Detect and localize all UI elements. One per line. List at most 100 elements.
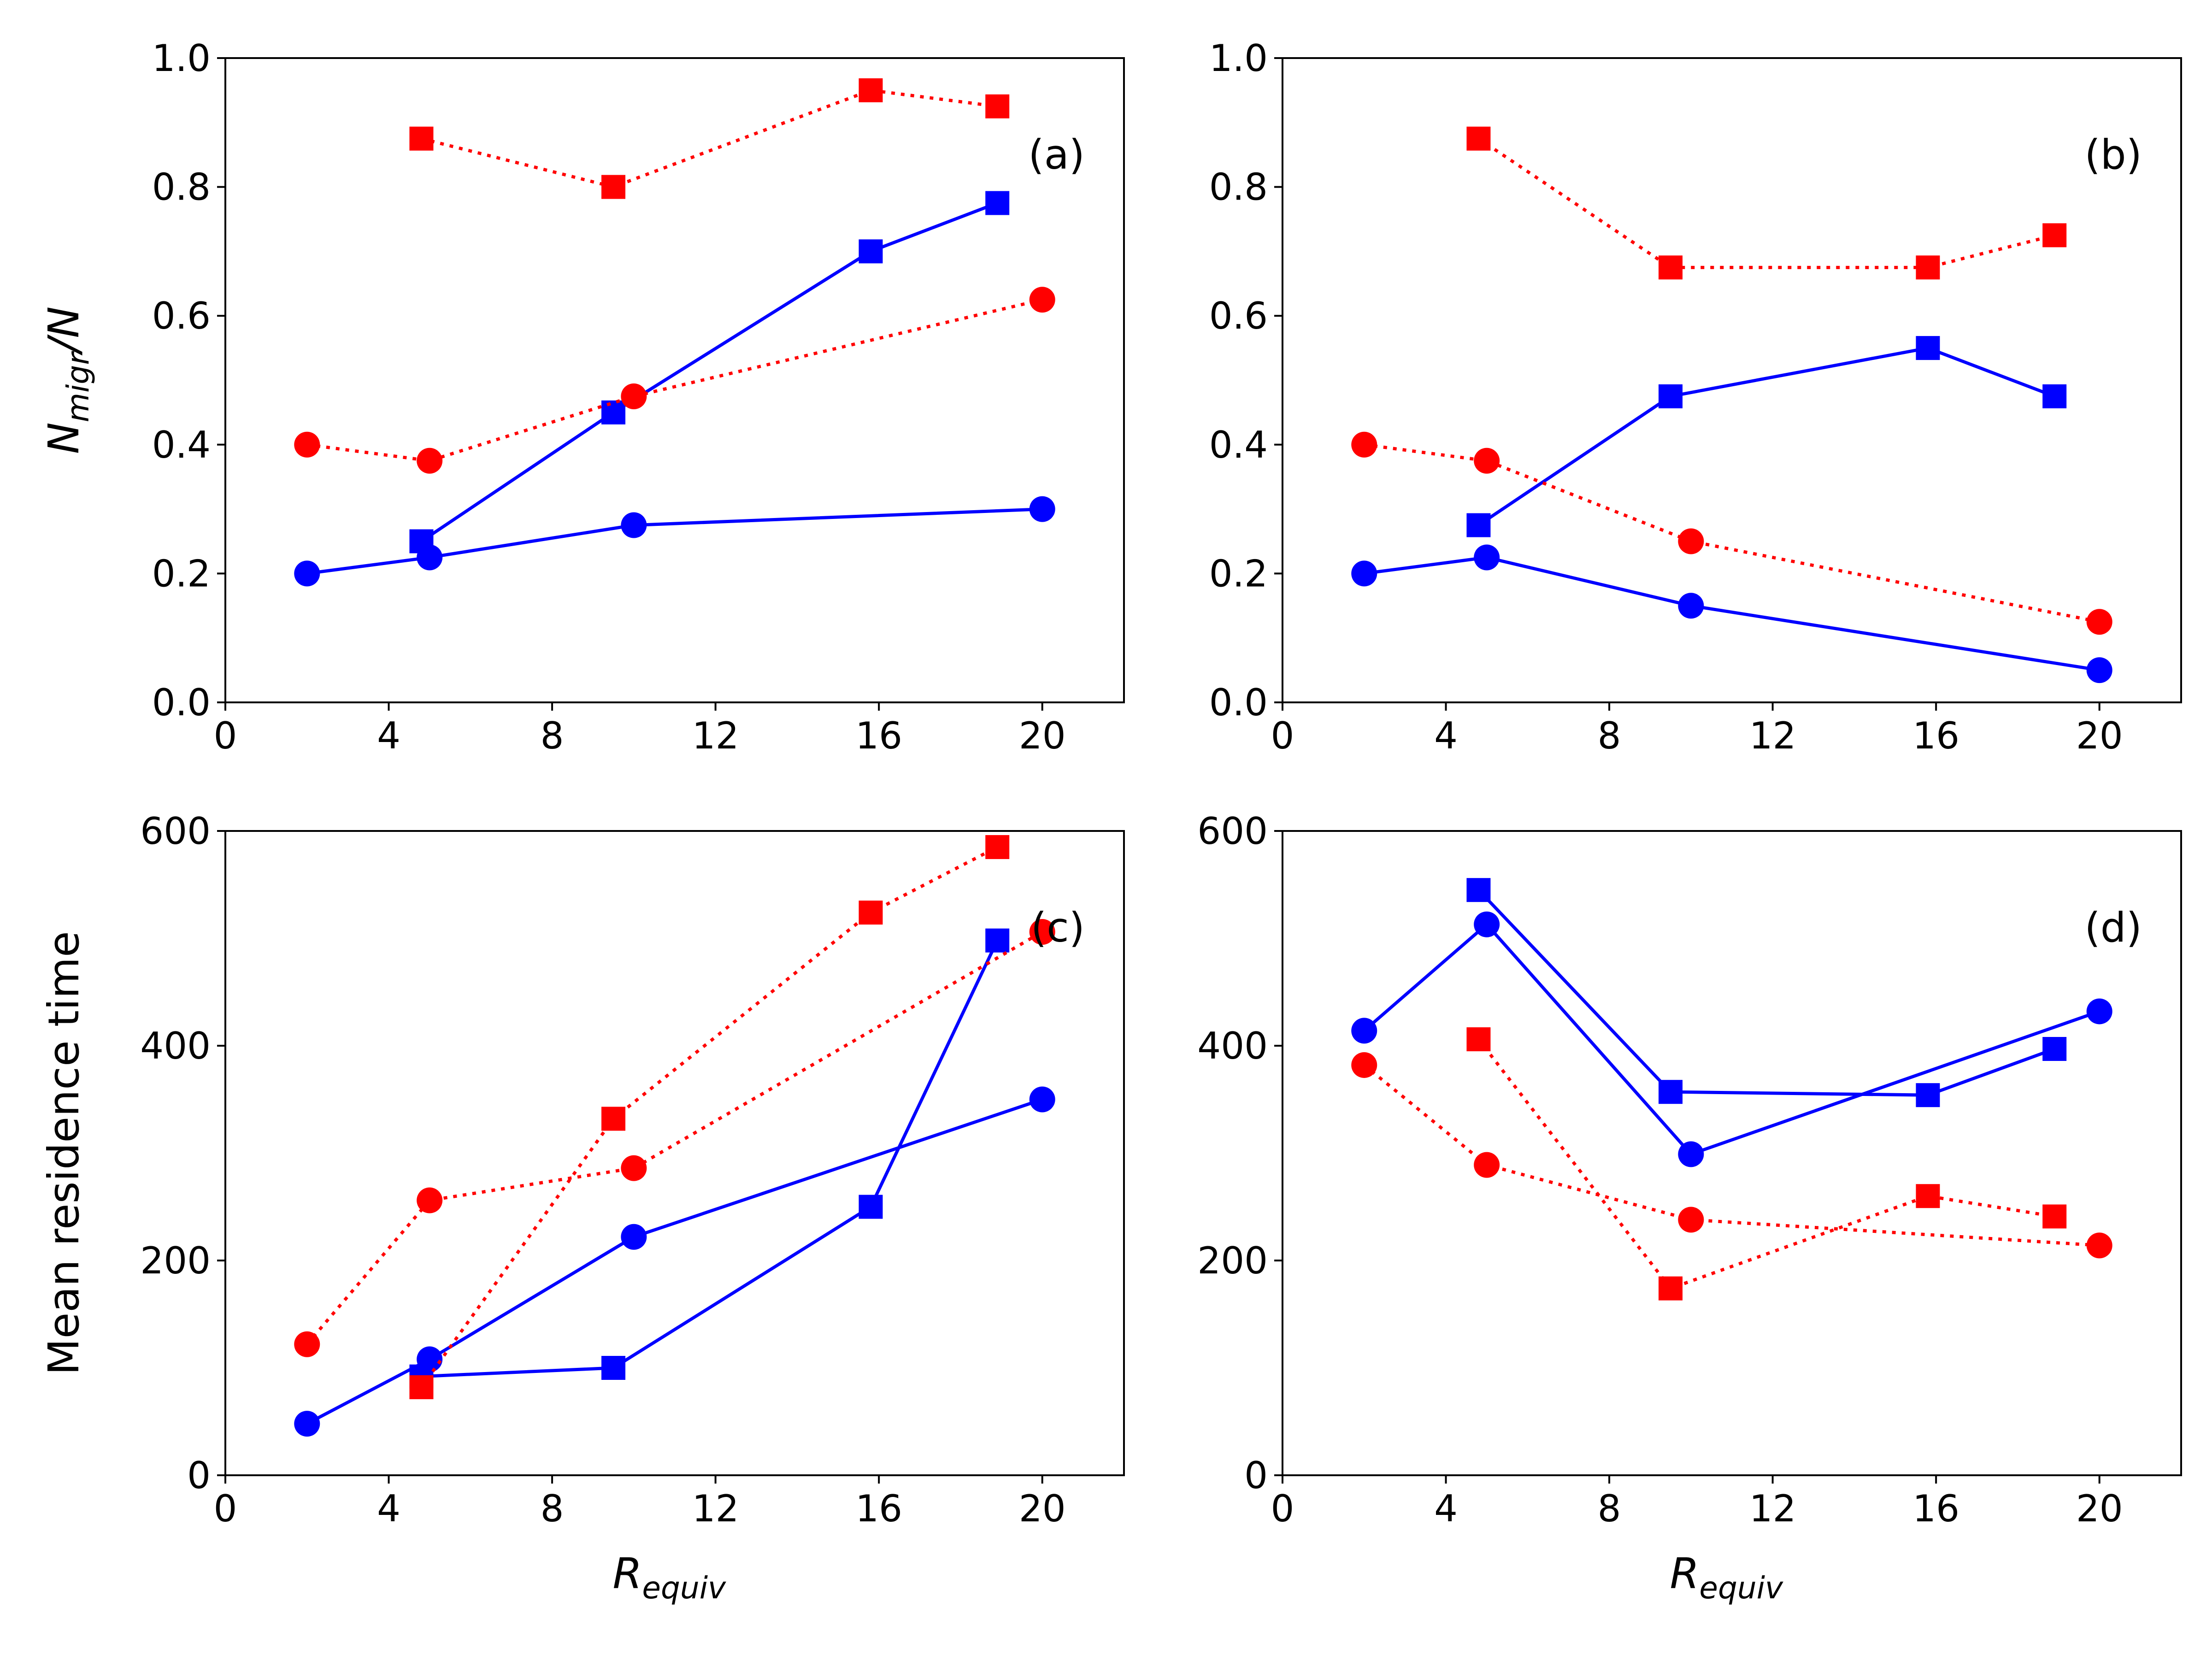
- x-tick-label: 0: [1271, 714, 1294, 757]
- circle-marker: [1474, 544, 1500, 571]
- x-tick-label: 8: [1598, 1487, 1621, 1530]
- x-tick-label: 20: [2076, 714, 2123, 757]
- circle-marker: [621, 1155, 647, 1181]
- series-red-dotted-square: [409, 835, 1010, 1399]
- circle-marker: [294, 1331, 320, 1357]
- series-line: [1477, 346, 2055, 527]
- y-tick-label: 0.8: [152, 166, 211, 209]
- y-tick-label: 0.6: [152, 295, 211, 337]
- square-marker: [859, 901, 883, 925]
- y-tick-label: 0.0: [1209, 681, 1268, 724]
- series-red-dotted-circle: [1351, 1052, 2112, 1259]
- circle-marker: [417, 1346, 443, 1372]
- series-blue-solid-circle: [1351, 911, 2112, 1167]
- circle-marker: [1474, 448, 1500, 474]
- series-line: [1363, 922, 2100, 1156]
- square-marker: [601, 1107, 626, 1131]
- series-red-dotted-circle: [294, 919, 1055, 1357]
- x-axis-label: Requiv: [612, 1549, 726, 1606]
- x-tick-label: 12: [1749, 714, 1796, 757]
- square-marker: [409, 1375, 434, 1399]
- circle-marker: [2086, 609, 2112, 635]
- x-tick-label: 16: [1912, 1487, 1959, 1530]
- x-tick-label: 8: [541, 714, 564, 757]
- circle-marker: [1351, 1052, 1377, 1078]
- series-blue-solid-circle: [294, 496, 1055, 587]
- plot-frame: [1282, 57, 2182, 703]
- series-red-dotted-circle: [1351, 431, 2112, 635]
- x-tick-label: 12: [692, 714, 739, 757]
- circle-marker: [621, 383, 647, 409]
- plot-frame: [1282, 830, 2182, 1476]
- x-tick-label: 8: [1598, 714, 1621, 757]
- x-axis-label-sub: equiv: [642, 1570, 726, 1606]
- series-line: [1364, 555, 2100, 672]
- y-tick-label: 400: [140, 1025, 211, 1067]
- square-marker: [859, 78, 883, 102]
- x-tick-label: 0: [214, 1487, 237, 1530]
- y-tick-label: 0.6: [1209, 295, 1268, 337]
- square-marker: [1659, 384, 1683, 408]
- square-marker: [1659, 255, 1683, 280]
- panel-2: 0 4 8 12 16 20 0.0 0.2 0.4 0.6 0.8 1.0 (b): [1209, 37, 2182, 757]
- x-tick-label: 16: [1912, 714, 1959, 757]
- x-axis-label-base: R: [1670, 1549, 1699, 1598]
- y-tick-label: 0: [187, 1454, 211, 1497]
- square-marker: [1466, 1027, 1491, 1052]
- y-tick-label: 600: [1197, 810, 1268, 853]
- series-line: [306, 507, 1042, 575]
- series-line: [306, 1098, 1043, 1425]
- y-tick-label: 0: [1244, 1454, 1268, 1497]
- x-axis-label-sub: equiv: [1699, 1570, 1783, 1606]
- plot-frame: [224, 57, 1125, 703]
- series-line: [1477, 1038, 2055, 1290]
- circle-marker: [1351, 560, 1377, 587]
- circle-marker: [1029, 919, 1055, 945]
- circle-marker: [1351, 431, 1377, 458]
- x-tick-label: 4: [377, 714, 400, 757]
- square-marker: [1466, 513, 1491, 537]
- square-marker: [985, 94, 1010, 118]
- series-red-dotted-square: [1466, 1027, 2067, 1301]
- y-tick-label: 0.2: [1209, 552, 1268, 595]
- x-axis-label-base: R: [612, 1549, 642, 1598]
- square-marker: [1659, 1276, 1683, 1301]
- circle-marker: [417, 544, 443, 571]
- series-line: [1477, 889, 2055, 1097]
- circle-marker: [1678, 593, 1704, 619]
- circle-marker: [417, 448, 443, 474]
- circle-marker: [1474, 1152, 1500, 1178]
- square-marker: [2042, 1204, 2067, 1229]
- square-marker: [1916, 336, 1940, 360]
- series-line: [421, 88, 998, 189]
- square-marker: [1466, 126, 1491, 151]
- series-line: [1364, 443, 2100, 624]
- square-marker: [985, 191, 1010, 215]
- circle-marker: [417, 1187, 443, 1213]
- circle-marker: [621, 512, 647, 538]
- y-tick-label: 0.4: [1209, 424, 1268, 466]
- circle-marker: [2086, 998, 2112, 1025]
- y-tick-label: 400: [1197, 1025, 1268, 1067]
- x-tick-label: 8: [541, 1487, 564, 1530]
- series-red-dotted-circle: [294, 287, 1055, 474]
- circle-marker: [2086, 657, 2112, 683]
- circle-marker: [1474, 911, 1500, 937]
- y-tick-label: 200: [140, 1239, 211, 1282]
- circle-marker: [1678, 1207, 1704, 1233]
- y-axis-label-base: N: [39, 422, 88, 454]
- x-tick-label: 20: [2076, 1487, 2123, 1530]
- panel-label: (a): [1028, 131, 1085, 178]
- circle-marker: [1029, 1086, 1055, 1113]
- series-line: [420, 201, 998, 543]
- y-tick-label: 200: [1197, 1239, 1268, 1282]
- circle-marker: [1351, 1018, 1377, 1044]
- panel-1: 0 4 8 12 16 20 0.0 0.2 0.4 0.6 0.8 1.0 (a) Nmigr/N: [39, 37, 1125, 757]
- circle-marker: [294, 431, 320, 458]
- circle-marker: [2086, 1232, 2112, 1259]
- x-tick-label: 12: [692, 1487, 739, 1530]
- plot-frame: [224, 830, 1125, 1476]
- series-red-dotted-square: [1466, 126, 2067, 280]
